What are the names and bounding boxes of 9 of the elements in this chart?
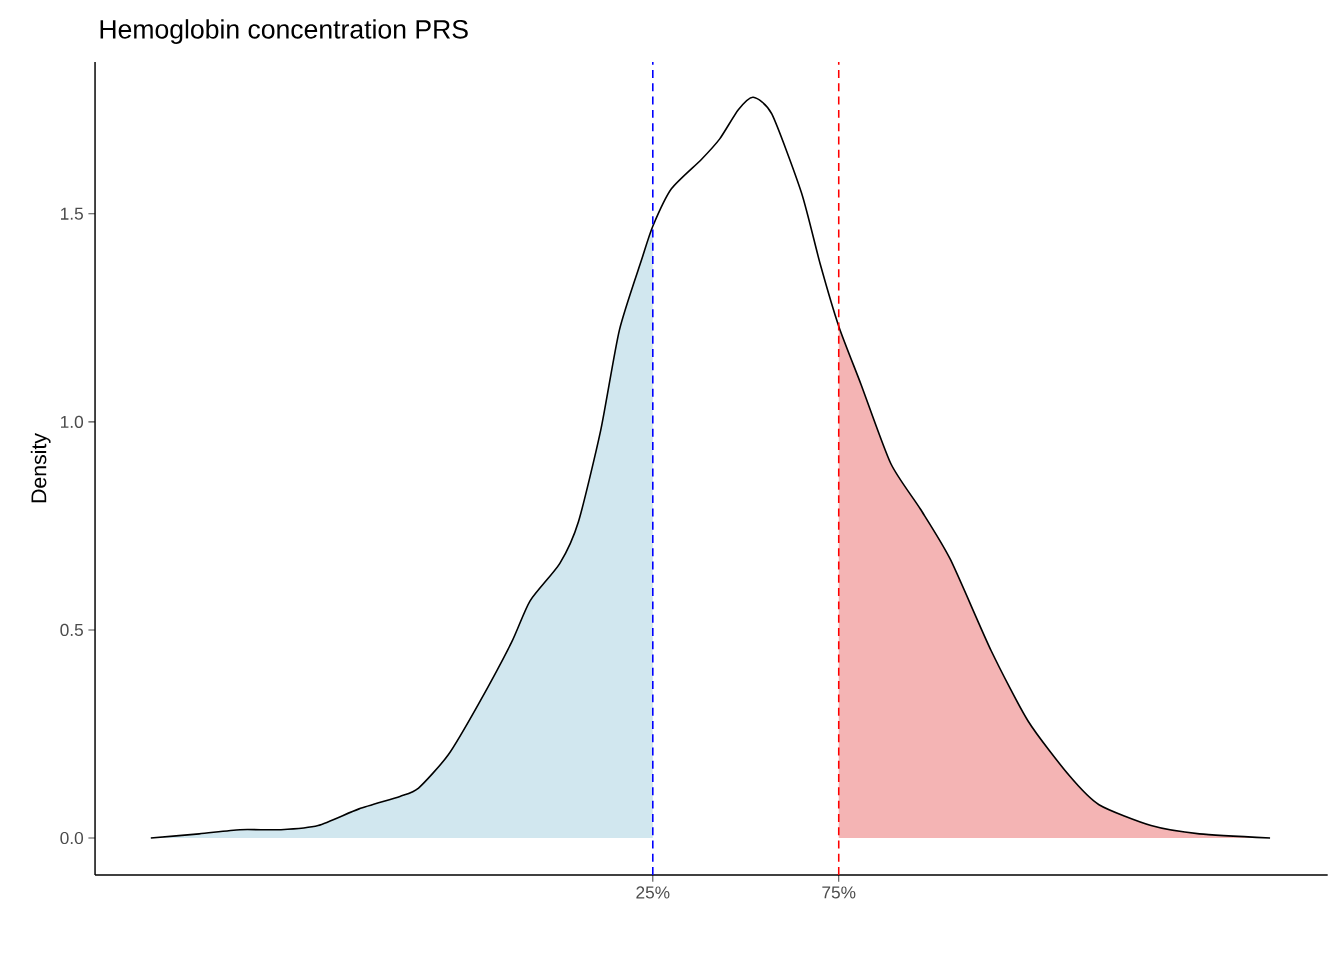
y-tick-label: 0.5 (60, 623, 83, 637)
x-tick-label: 75% (822, 886, 856, 899)
chart-title: Hemoglobin concentration PRS (100, 19, 468, 44)
line-series (150, 96, 1271, 839)
y-tick-label: 1.0 (61, 415, 84, 428)
y-axis-title: Density (30, 433, 51, 503)
y-tick-label: 0.0 (60, 831, 84, 845)
y-tick-label: 1.5 (61, 207, 83, 220)
x-tick-label: 25% (636, 886, 670, 899)
